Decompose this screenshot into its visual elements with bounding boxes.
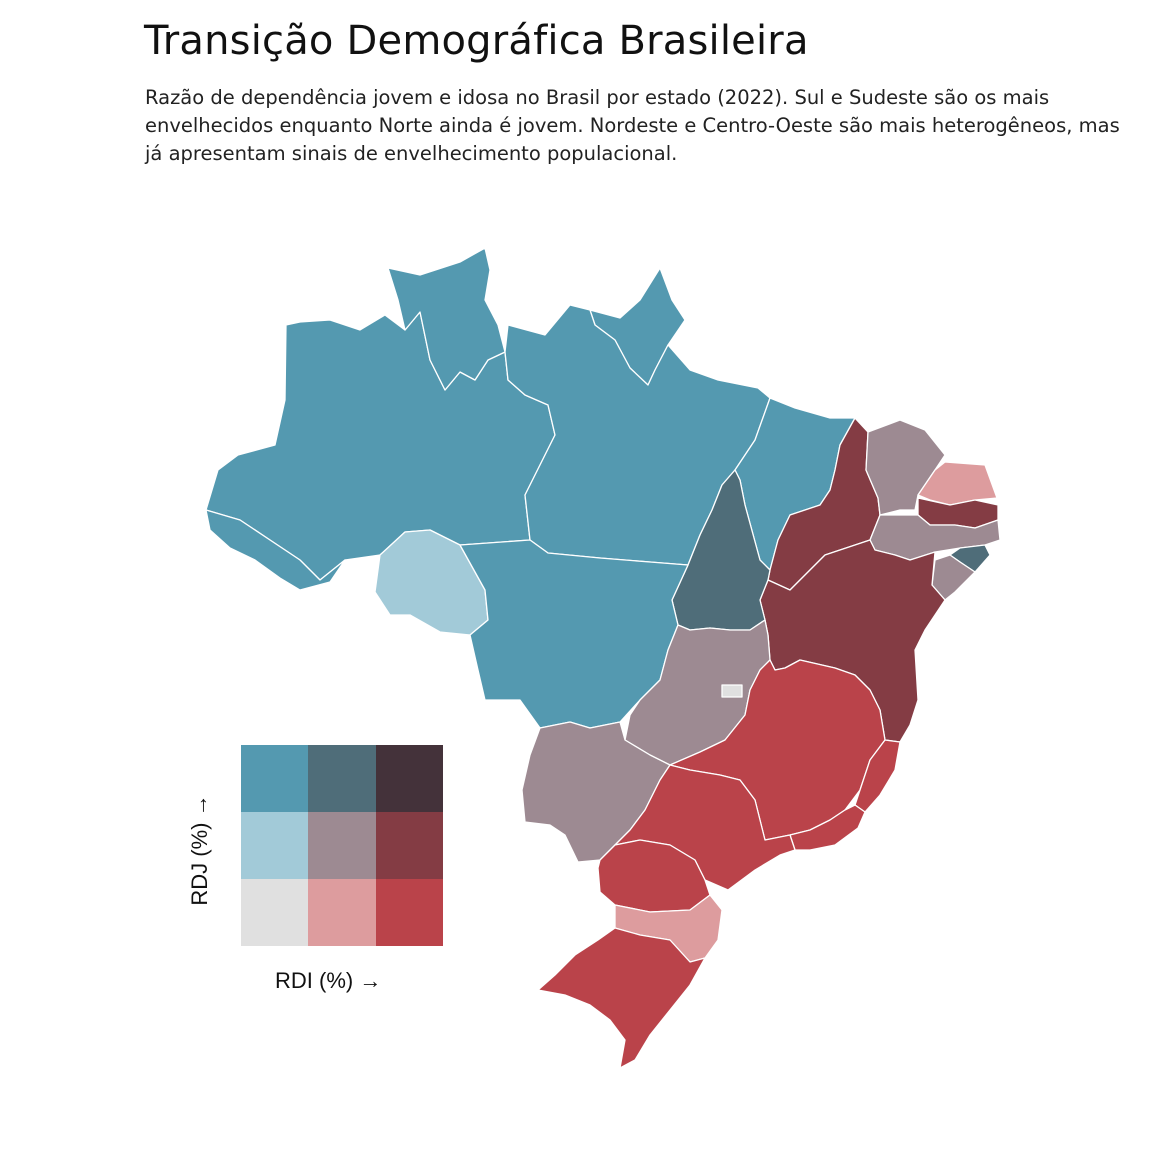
legend-cell-rdi-high-rdj-low (375, 879, 443, 946)
legend-cell-rdi-low-rdj-mid (241, 812, 309, 879)
legend-x-axis-label: RDI (%) → (275, 968, 382, 993)
state-RS[interactable] (537, 927, 706, 1069)
state-MT[interactable] (459, 539, 689, 729)
map-subtitle: Razão de dependência jovem e idosa no Br… (145, 86, 1120, 165)
legend-cell-rdi-mid-rdj-high (308, 745, 376, 812)
state-AC[interactable] (205, 509, 346, 591)
legend-cell-rdi-low-rdj-low (241, 879, 309, 946)
legend-cell-rdi-high-rdj-mid (375, 812, 443, 879)
bivariate-legend (241, 745, 443, 946)
state-SP[interactable] (614, 764, 796, 891)
state-CE[interactable] (865, 419, 946, 516)
map-title: Transição Demográfica Brasileira (144, 18, 809, 64)
legend-cell-rdi-mid-rdj-low (308, 879, 376, 946)
legend-cell-rdi-high-rdj-high (375, 745, 443, 812)
legend-cell-rdi-low-rdj-high (241, 745, 309, 812)
state-DF[interactable] (721, 684, 743, 698)
legend-cell-rdi-mid-rdj-mid (308, 812, 376, 879)
state-RR[interactable] (387, 247, 506, 391)
